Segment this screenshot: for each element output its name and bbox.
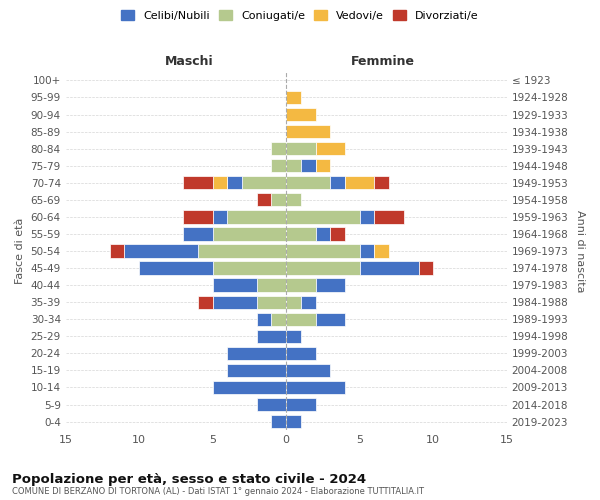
Bar (271, 415, 286, 428)
Bar (227, 210, 286, 224)
Legend: Celibi/Nubili, Coniugati/e, Vedovi/e, Divorziati/e: Celibi/Nubili, Coniugati/e, Vedovi/e, Di… (117, 6, 483, 25)
Bar (212, 296, 257, 309)
Text: Maschi: Maschi (165, 56, 214, 68)
Bar (286, 108, 316, 121)
Bar (374, 244, 389, 258)
Bar (286, 176, 331, 190)
Y-axis label: Anni di nascita: Anni di nascita (575, 210, 585, 292)
Bar (286, 210, 360, 224)
Bar (316, 159, 331, 172)
Bar (286, 364, 331, 377)
Bar (286, 296, 301, 309)
Bar (331, 176, 345, 190)
Bar (331, 228, 345, 240)
Bar (124, 244, 198, 258)
Bar (286, 125, 331, 138)
Bar (257, 193, 271, 206)
Bar (286, 262, 360, 274)
Bar (212, 262, 286, 274)
Bar (316, 228, 331, 240)
Bar (286, 193, 301, 206)
Bar (360, 262, 419, 274)
Bar (212, 278, 257, 292)
Bar (257, 312, 271, 326)
Bar (345, 176, 374, 190)
Bar (286, 415, 301, 428)
Bar (286, 228, 316, 240)
Bar (271, 159, 286, 172)
Bar (286, 91, 301, 104)
Bar (271, 193, 286, 206)
Bar (316, 142, 345, 156)
Bar (212, 381, 286, 394)
Bar (257, 330, 286, 343)
Text: Popolazione per età, sesso e stato civile - 2024: Popolazione per età, sesso e stato civil… (12, 472, 366, 486)
Bar (360, 210, 374, 224)
Bar (183, 176, 212, 190)
Bar (286, 312, 316, 326)
Text: Femmine: Femmine (351, 56, 415, 68)
Bar (271, 312, 286, 326)
Bar (286, 244, 360, 258)
Text: COMUNE DI BERZANO DI TORTONA (AL) - Dati ISTAT 1° gennaio 2024 - Elaborazione TU: COMUNE DI BERZANO DI TORTONA (AL) - Dati… (12, 488, 424, 496)
Bar (286, 330, 301, 343)
Bar (286, 142, 316, 156)
Y-axis label: Fasce di età: Fasce di età (15, 218, 25, 284)
Bar (286, 381, 345, 394)
Bar (183, 228, 212, 240)
Bar (286, 159, 301, 172)
Bar (139, 262, 212, 274)
Bar (286, 278, 316, 292)
Bar (212, 210, 227, 224)
Bar (227, 364, 286, 377)
Bar (242, 176, 286, 190)
Bar (183, 210, 212, 224)
Bar (286, 398, 316, 411)
Bar (271, 142, 286, 156)
Bar (227, 346, 286, 360)
Bar (301, 159, 316, 172)
Bar (257, 278, 286, 292)
Bar (198, 244, 286, 258)
Bar (110, 244, 124, 258)
Bar (374, 176, 389, 190)
Bar (257, 296, 286, 309)
Bar (198, 296, 212, 309)
Bar (227, 176, 242, 190)
Bar (374, 210, 404, 224)
Bar (212, 228, 286, 240)
Bar (316, 278, 345, 292)
Bar (301, 296, 316, 309)
Bar (360, 244, 374, 258)
Bar (257, 398, 286, 411)
Bar (316, 312, 345, 326)
Bar (212, 176, 227, 190)
Bar (286, 346, 316, 360)
Bar (419, 262, 433, 274)
